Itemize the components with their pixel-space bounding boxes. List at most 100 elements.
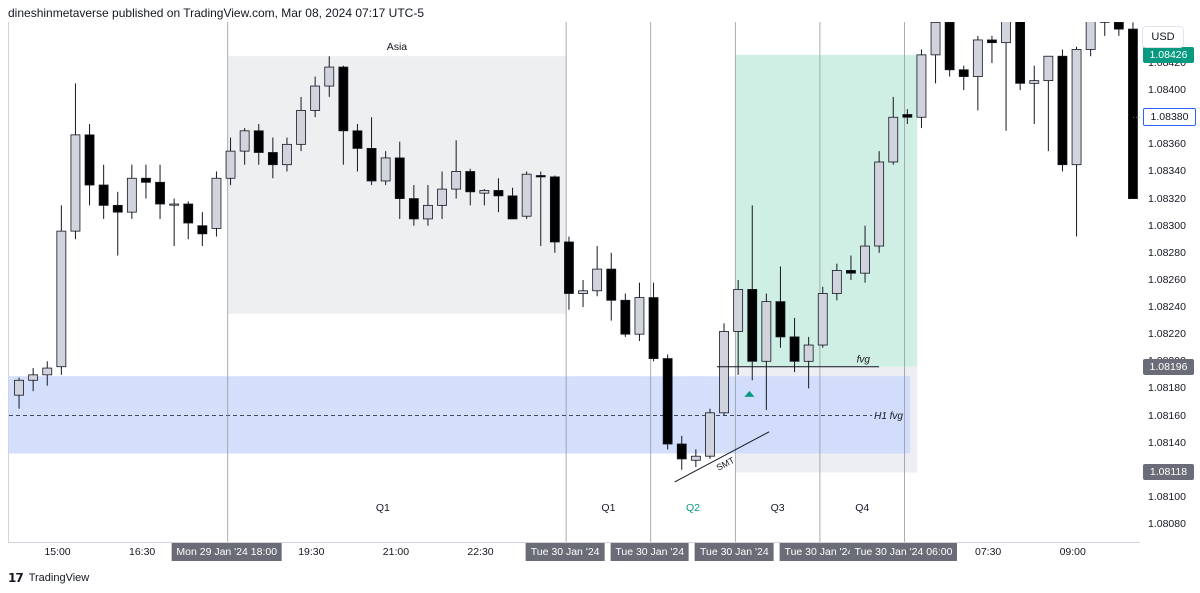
candle-body-36	[521, 173, 532, 217]
candle-body-8	[126, 177, 137, 213]
candle-body-43	[620, 299, 631, 335]
price-tick: 1.08140	[1148, 436, 1186, 449]
candle-body-6	[98, 184, 109, 206]
candle-body-52	[747, 289, 758, 362]
time-tick: 19:30	[298, 546, 325, 558]
brand-name: TradingView	[28, 572, 90, 584]
candle-body-20	[296, 110, 306, 145]
candle-body-53	[761, 301, 772, 362]
candle-body-25	[366, 148, 377, 182]
candle-body-26	[380, 157, 391, 182]
time-axis[interactable]: 15:0016:3019:3021:0022:30000007:3009:00M…	[8, 543, 1139, 561]
candle-body-0	[14, 379, 24, 396]
candle-body-63	[902, 114, 913, 118]
candle-body-31	[451, 171, 462, 190]
publisher-header: dineshinmetaverse published on TradingVi…	[8, 6, 425, 20]
price-tick: 1.08300	[1148, 219, 1186, 232]
candle-body-73	[1043, 55, 1054, 82]
candle-body-21	[310, 85, 321, 111]
time-tick: 22:30	[467, 546, 494, 558]
candle-body-12	[183, 203, 194, 224]
candle-body-28	[408, 198, 419, 220]
candle-body-64	[916, 54, 927, 118]
candle-body-17	[253, 130, 264, 153]
candle-body-1	[28, 374, 39, 381]
smt-line	[674, 431, 770, 483]
candle-body-30	[437, 188, 447, 206]
price-tick: 1.08400	[1148, 84, 1186, 97]
candle-body-14	[211, 177, 222, 229]
session-label-1: Q1	[601, 502, 615, 514]
candle-body-42	[606, 268, 617, 301]
candle-body-59	[846, 270, 856, 274]
candle-body-44	[634, 297, 645, 335]
candle-body-41	[592, 268, 603, 292]
candle-body-29	[423, 204, 433, 220]
candle-body-58	[831, 270, 842, 294]
time-tick: 15:00	[44, 546, 71, 558]
candle-body-56	[803, 344, 814, 362]
price-tick: 1.08260	[1148, 273, 1186, 286]
candle-body-13	[197, 225, 208, 235]
time-label: Tue 30 Jan '24 06:00	[849, 543, 958, 561]
price-tick: 1.08100	[1148, 490, 1186, 503]
candle-body-71	[1015, 22, 1026, 84]
price-tick: 1.08160	[1148, 409, 1186, 422]
candle-body-47	[676, 443, 687, 460]
candle-body-72	[1029, 80, 1040, 84]
candle-body-75	[1071, 49, 1082, 166]
candle-body-35	[507, 195, 518, 220]
time-label: Tue 30 Jan '24	[779, 543, 859, 561]
time-tick: 16:30	[128, 546, 156, 558]
candle-body-76	[1085, 22, 1096, 50]
candle-body-16	[239, 130, 250, 152]
session-label-3: Q3	[771, 502, 785, 514]
candle-body-15	[225, 150, 236, 179]
candle-body-19	[282, 143, 292, 166]
candle-body-78	[1113, 22, 1124, 30]
candle-body-61	[874, 161, 885, 247]
candle-body-33	[479, 190, 490, 194]
candle-body-62	[888, 116, 899, 163]
candle-body-4	[70, 134, 81, 232]
chart-pane[interactable]: fvg H1 fvg SMT Asia Q1 Q1 Q2 Q3 Q4	[8, 22, 1140, 543]
candle-body-40	[578, 290, 588, 294]
candle-body-60	[860, 245, 870, 274]
candle-body-51	[733, 289, 744, 332]
candle-body-22	[324, 66, 335, 87]
price-tick: 1.08320	[1148, 192, 1186, 205]
price-label: 1.08380	[1143, 108, 1196, 127]
tradingview-logo-icon: 𝟭𝟳	[8, 571, 24, 585]
price-tick: 1.08180	[1148, 382, 1186, 395]
candle-body-55	[789, 336, 800, 362]
candle-body-79	[1128, 28, 1138, 199]
h1-fvg-label: H1 fvg	[874, 411, 903, 422]
candle-body-65	[930, 22, 941, 56]
time-tick: 21:00	[382, 546, 410, 558]
candle-body-37	[535, 175, 546, 178]
session-label-0: Q1	[376, 502, 390, 514]
time-label: Tue 30 Jan '24	[525, 543, 605, 561]
time-label: Tue 30 Jan '24	[610, 543, 690, 561]
price-tick: 1.08080	[1148, 518, 1186, 530]
candle-body-45	[648, 297, 659, 359]
price-label: 1.08118	[1143, 464, 1194, 481]
candle-body-68	[972, 39, 983, 77]
candle-body-27	[394, 157, 405, 199]
candle-body-2	[42, 367, 53, 376]
footer-brand[interactable]: 𝟭𝟳 TradingView	[8, 571, 89, 585]
candle-body-69	[987, 39, 997, 44]
candlestick-chart[interactable]: fvg H1 fvg SMT Asia Q1 Q1 Q2 Q3 Q4	[9, 22, 1140, 542]
session-label-4: Q4	[855, 502, 869, 514]
candle-body-49	[705, 412, 715, 457]
currency-selector[interactable]: USD	[1142, 26, 1184, 48]
price-label: 1.08196	[1143, 358, 1194, 375]
candle-body-46	[662, 358, 673, 445]
candle-body-11	[169, 203, 180, 206]
time-label: Tue 30 Jan '24	[694, 543, 774, 561]
candle-body-34	[493, 190, 504, 197]
time-tick: 07:30	[974, 546, 1002, 558]
buy-arrow-icon	[744, 390, 755, 397]
price-axis[interactable]: 1.084201.084001.083801.083601.083401.083…	[1140, 22, 1200, 542]
candle-body-38	[549, 176, 560, 243]
